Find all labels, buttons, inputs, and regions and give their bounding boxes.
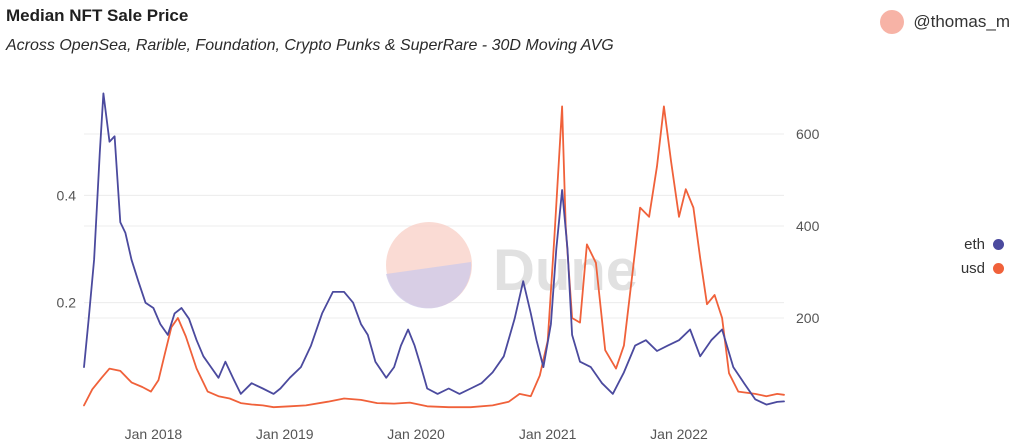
series-lines bbox=[83, 92, 785, 409]
watermark-text: Dune bbox=[493, 238, 638, 303]
chart-subtitle: Across OpenSea, Rarible, Foundation, Cry… bbox=[6, 37, 614, 54]
x-tick-label: Jan 2021 bbox=[519, 426, 577, 442]
y-left-tick-label: 0.2 bbox=[57, 295, 77, 311]
dune-watermark: Dune bbox=[386, 222, 638, 309]
author-name[interactable]: @thomas_m bbox=[913, 12, 1010, 31]
y-right-tick-label: 600 bbox=[796, 126, 820, 142]
y-right-tick-label: 400 bbox=[796, 218, 820, 234]
avatar bbox=[880, 10, 905, 34]
x-tick-label: Jan 2018 bbox=[125, 426, 183, 442]
author-link[interactable]: @thomas_m bbox=[880, 10, 1010, 34]
chart-title: Median NFT Sale Price bbox=[6, 6, 189, 25]
legend-dot-usd-icon bbox=[993, 262, 1004, 274]
y-left-tick-label: 0.4 bbox=[57, 187, 77, 203]
x-tick-label: Jan 2020 bbox=[387, 426, 445, 442]
watermark-logo-half-icon bbox=[386, 262, 472, 309]
legend-label-usd: usd bbox=[960, 259, 985, 277]
x-tick-label: Jan 2022 bbox=[650, 426, 708, 442]
legend-dot-eth-icon bbox=[993, 238, 1004, 250]
legend-item-usd[interactable]: usd bbox=[961, 256, 1004, 280]
legend: eth usd bbox=[961, 232, 1004, 280]
series-line-usd bbox=[83, 105, 785, 409]
right-axis: 200 400 600 bbox=[796, 126, 820, 326]
series-line-eth bbox=[83, 92, 785, 406]
legend-item-eth[interactable]: eth bbox=[961, 232, 1004, 256]
left-axis: 0.2 0.4 bbox=[57, 187, 77, 310]
x-axis: Jan 2018 Jan 2019 Jan 2020 Jan 2021 Jan 2022 bbox=[125, 426, 708, 442]
x-tick-label: Jan 2019 bbox=[256, 426, 314, 442]
legend-label-eth: eth bbox=[964, 235, 985, 253]
y-right-tick-label: 200 bbox=[796, 310, 820, 326]
